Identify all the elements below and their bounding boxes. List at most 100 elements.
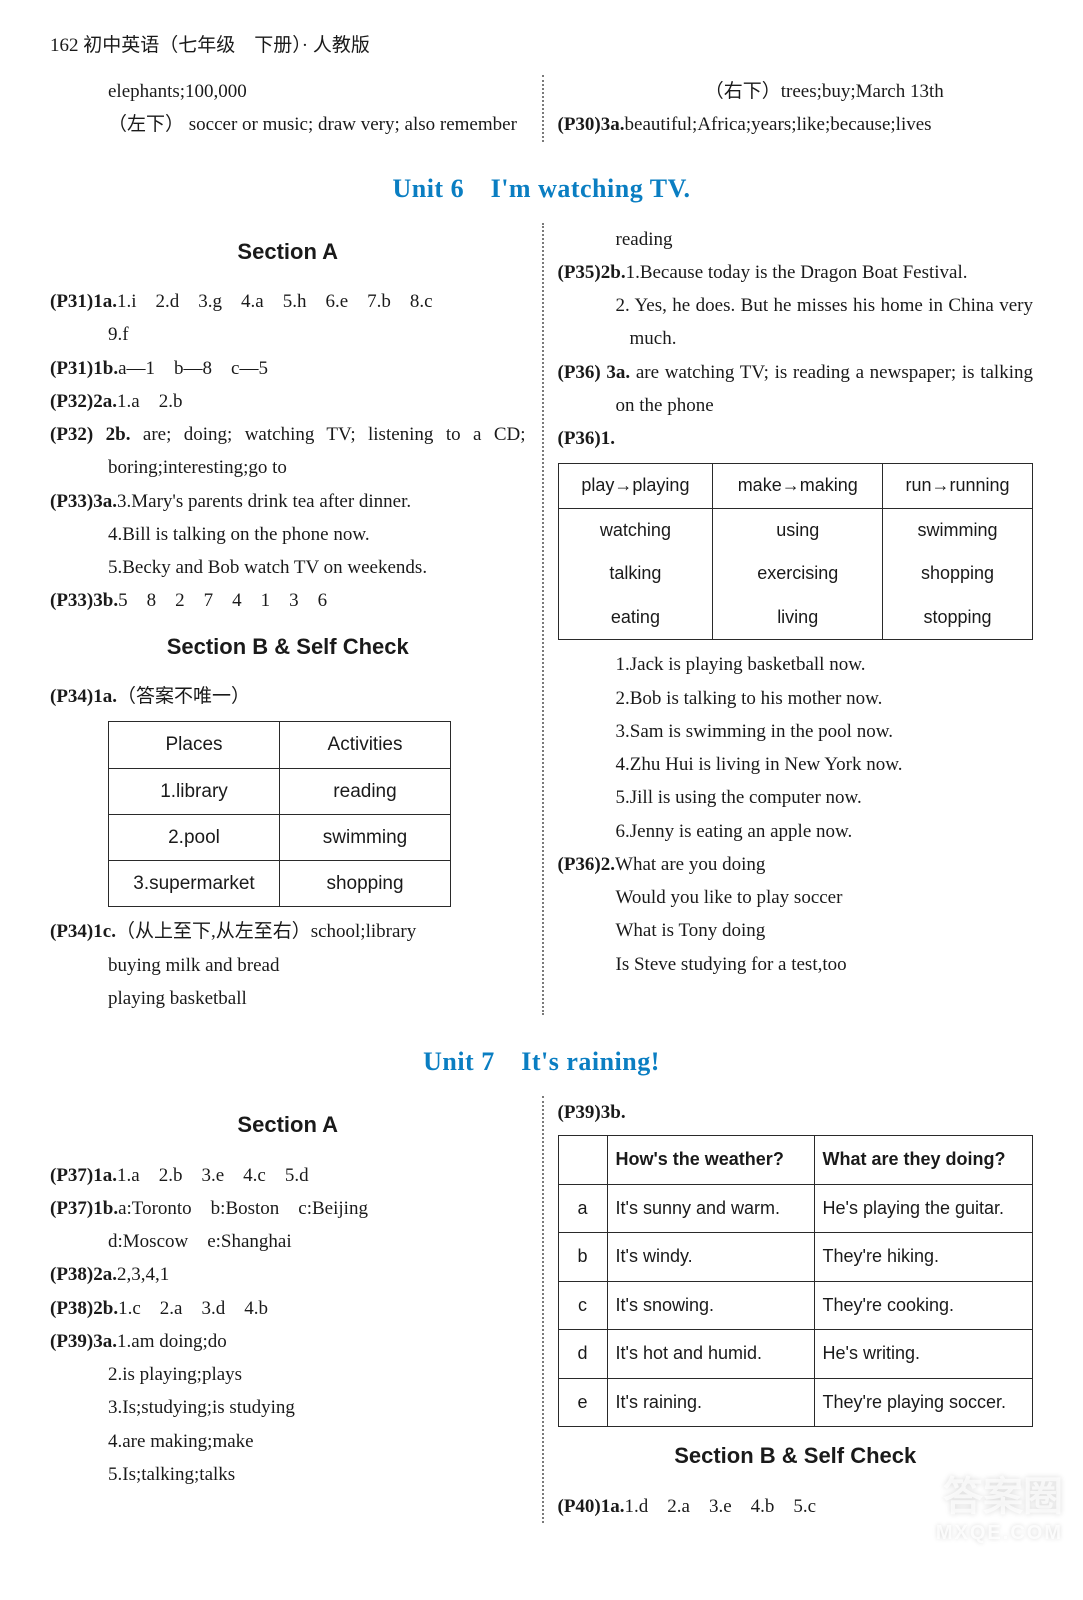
answer-line: (P39)3a.1.am doing;do bbox=[50, 1325, 526, 1358]
unit7-title: Unit 7 It's raining! bbox=[50, 1041, 1033, 1078]
table-cell: e bbox=[558, 1378, 607, 1427]
table-cell: swimming bbox=[280, 814, 451, 860]
answer-line: 6.Jenny is eating an apple now. bbox=[558, 815, 1034, 848]
answer-line: (P31)1a.1.i 2.d 3.g 4.a 5.h 6.e 7.b 8.c bbox=[50, 285, 526, 318]
table-cell: eating bbox=[559, 596, 713, 640]
answer-line: 2. Yes, he does. But he misses his home … bbox=[558, 289, 1034, 356]
answer-line: 3.Sam is swimming in the pool now. bbox=[558, 715, 1034, 748]
answer-line: (P34)1a.（答案不唯一） bbox=[50, 680, 526, 713]
answer-line: (P33)3a.3.Mary's parents drink tea after… bbox=[50, 485, 526, 518]
section-a-title: Section A bbox=[50, 1106, 526, 1145]
table-cell: d bbox=[558, 1330, 607, 1379]
table-header bbox=[558, 1136, 607, 1185]
column-divider bbox=[542, 223, 544, 1016]
table-row: 3.supermarket shopping bbox=[109, 861, 451, 907]
answer-line: 4.are making;make bbox=[50, 1425, 526, 1458]
watermark-text-small: MXQE.COM bbox=[936, 1522, 1063, 1545]
section-a-title: Section A bbox=[50, 233, 526, 272]
table-cell: It's snowing. bbox=[607, 1281, 814, 1330]
table-cell: make→making bbox=[713, 464, 883, 509]
table-row: d It's hot and humid. He's writing. bbox=[558, 1330, 1033, 1379]
answer-line: 5.Is;talking;talks bbox=[50, 1458, 526, 1491]
page-header: 162 初中英语（七年级 下册）· 人教版 bbox=[50, 30, 1033, 57]
unit7-block: Section A (P37)1a.1.a 2.b 3.e 4.c 5.d (P… bbox=[50, 1096, 1033, 1523]
answer-line: 2.Bob is talking to his mother now. bbox=[558, 682, 1034, 715]
table-cell: They're playing soccer. bbox=[814, 1378, 1033, 1427]
unit7-left-col: Section A (P37)1a.1.a 2.b 3.e 4.c 5.d (P… bbox=[50, 1096, 542, 1523]
page-ref: (P30)3a. bbox=[558, 114, 625, 135]
unit7-right-col: (P39)3b. How's the weather? What are the… bbox=[542, 1096, 1034, 1523]
answer-line: (P38)2b.1.c 2.a 3.d 4.b bbox=[50, 1292, 526, 1325]
table-row: 1.library reading bbox=[109, 768, 451, 814]
text-line: （左下） soccer or music; draw very; also re… bbox=[50, 108, 526, 141]
table-row: c It's snowing. They're cooking. bbox=[558, 1281, 1033, 1330]
table-cell: b bbox=[558, 1233, 607, 1282]
table-cell: 2.pool bbox=[109, 814, 280, 860]
table-cell: It's hot and humid. bbox=[607, 1330, 814, 1379]
table-cell: shopping bbox=[280, 861, 451, 907]
table-cell: run→running bbox=[883, 464, 1033, 509]
table-cell: 3.supermarket bbox=[109, 861, 280, 907]
table-row: a It's sunny and warm. He's playing the … bbox=[558, 1184, 1033, 1233]
answer-line: 4.Zhu Hui is living in New York now. bbox=[558, 748, 1034, 781]
table-cell: stopping bbox=[883, 596, 1032, 640]
table-cell: He's playing the guitar. bbox=[814, 1184, 1033, 1233]
unit6-left-col: Section A (P31)1a.1.i 2.d 3.g 4.a 5.h 6.… bbox=[50, 223, 542, 1016]
answer-line: 2.is playing;plays bbox=[50, 1358, 526, 1391]
table-row: Places Activities bbox=[109, 722, 451, 768]
table-cell: They're cooking. bbox=[814, 1281, 1033, 1330]
section-b-title: Section B & Self Check bbox=[558, 1437, 1034, 1476]
table-cell: c bbox=[558, 1281, 607, 1330]
top-block: elephants;100,000 （左下） soccer or music; … bbox=[50, 75, 1033, 142]
places-activities-table: Places Activities 1.library reading 2.po… bbox=[108, 721, 451, 907]
answer-line: reading bbox=[558, 223, 1034, 256]
table-row: e It's raining. They're playing soccer. bbox=[558, 1378, 1033, 1427]
answer-line: (P35)2b.1.Because today is the Dragon Bo… bbox=[558, 256, 1034, 289]
answer-line: (P36)1. bbox=[558, 422, 1034, 455]
answer-line: 3.Is;studying;is studying bbox=[50, 1391, 526, 1424]
table-cell: They're hiking. bbox=[814, 1233, 1033, 1282]
answer-line: (P36)2.What are you doing bbox=[558, 848, 1034, 881]
unit6-block: Section A (P31)1a.1.i 2.d 3.g 4.a 5.h 6.… bbox=[50, 223, 1033, 1016]
table-header: How's the weather? bbox=[607, 1136, 814, 1185]
table-cell: It's raining. bbox=[607, 1378, 814, 1427]
table-cell: shopping bbox=[883, 552, 1032, 596]
answer-line: Is Steve studying for a test,too bbox=[558, 948, 1034, 981]
answer-line: What is Tony doing bbox=[558, 914, 1034, 947]
text-line: (P30)3a.(P30)3a.beautiful;Africa;years;l… bbox=[558, 108, 1034, 141]
answer-line: (P33)3b.5 8 2 7 4 1 3 6 bbox=[50, 584, 526, 617]
answer-line: (P32) 2b. are; doing; watching TV; liste… bbox=[50, 418, 526, 485]
table-cell: talking bbox=[559, 552, 713, 596]
table-header: What are they doing? bbox=[814, 1136, 1033, 1185]
answer-line: (P31)1b.a—1 b—8 c—5 bbox=[50, 352, 526, 385]
answer-line: (P39)3b. bbox=[558, 1096, 1034, 1129]
top-left-col: elephants;100,000 （左下） soccer or music; … bbox=[50, 75, 542, 142]
answer-line: playing basketball bbox=[50, 982, 526, 1015]
page: 162 初中英语（七年级 下册）· 人教版 elephants;100,000 … bbox=[0, 0, 1083, 1563]
answer-line: 5.Jill is using the computer now. bbox=[558, 781, 1034, 814]
table-cell: living bbox=[713, 596, 882, 640]
table-row: How's the weather? What are they doing? bbox=[558, 1136, 1033, 1185]
column-divider bbox=[542, 1096, 544, 1523]
table-header: Places bbox=[109, 722, 280, 768]
table-cell: play→playing bbox=[558, 464, 713, 509]
table-row: play→playing make→making run→running bbox=[558, 464, 1033, 509]
unit6-title: Unit 6 I'm watching TV. bbox=[50, 168, 1033, 205]
table-row: 2.pool swimming bbox=[109, 814, 451, 860]
table-cell: 1.library bbox=[109, 768, 280, 814]
table-cell: swimming bbox=[883, 509, 1032, 553]
table-cell: It's windy. bbox=[607, 1233, 814, 1282]
unit6-right-col: reading (P35)2b.1.Because today is the D… bbox=[542, 223, 1034, 1016]
answer-line: 1.Jack is playing basketball now. bbox=[558, 648, 1034, 681]
table-cell: exercising bbox=[713, 552, 882, 596]
answer-line: (P37)1a.1.a 2.b 3.e 4.c 5.d bbox=[50, 1159, 526, 1192]
answer-line: Would you like to play soccer bbox=[558, 881, 1034, 914]
table-cell: using bbox=[713, 509, 882, 553]
table-header: Activities bbox=[280, 722, 451, 768]
answer-line: (P36) 3a. are watching TV; is reading a … bbox=[558, 356, 1034, 423]
text-line: elephants;100,000 bbox=[50, 75, 526, 108]
top-right-col: （右下）trees;buy;March 13th (P30)3a.(P30)3a… bbox=[542, 75, 1034, 142]
answer-line: (P37)1b.a:Toronto b:Boston c:Beijing bbox=[50, 1192, 526, 1225]
answer-line: 5.Becky and Bob watch TV on weekends. bbox=[50, 551, 526, 584]
answer-line: buying milk and bread bbox=[50, 949, 526, 982]
